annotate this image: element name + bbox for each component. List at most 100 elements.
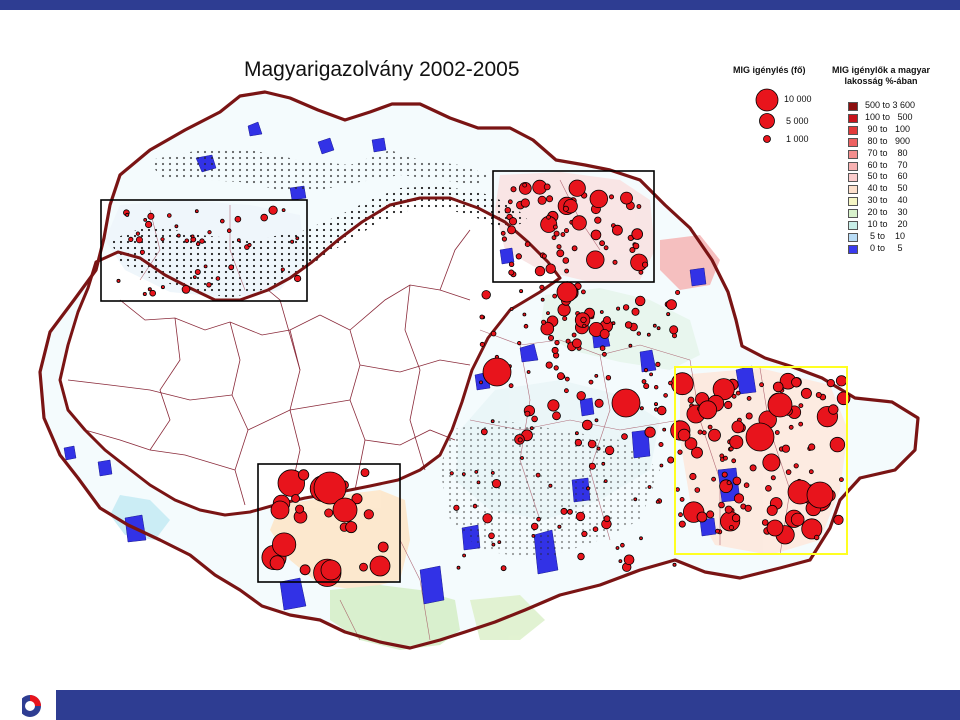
settlement-symbol: [531, 534, 536, 538]
settlement-symbol: [596, 446, 601, 451]
settlement-symbol: [215, 276, 221, 281]
settlement-symbol: [547, 399, 560, 412]
settlement-symbol: [577, 552, 585, 561]
settlement-symbol: [829, 436, 846, 453]
settlement-symbol: [320, 559, 342, 581]
settlement-symbol: [536, 516, 541, 522]
settlement-symbol: [562, 315, 568, 321]
settlement-symbol: [701, 430, 707, 436]
settlement-symbol: [744, 504, 752, 512]
settlement-symbol: [603, 479, 608, 484]
legend-class-swatch: [848, 185, 858, 195]
settlement-symbol: [541, 319, 547, 325]
settlement-symbol: [636, 204, 642, 209]
outer-border: [38, 90, 920, 650]
settlement-symbol: [746, 395, 752, 401]
settlement-symbol: [184, 238, 190, 244]
settlement-symbol: [562, 205, 569, 212]
settlement-symbol: [798, 421, 804, 427]
settlement-symbol: [581, 419, 593, 431]
settlement-symbol: [580, 316, 587, 324]
settlement-symbol: [149, 289, 157, 297]
settlement-symbol: [743, 482, 750, 489]
settlement-symbol: [791, 377, 802, 388]
settlement-symbol: [195, 241, 201, 247]
settlement-symbol: [721, 471, 728, 478]
legend-class-swatch: [848, 232, 858, 242]
settlement-symbol: [594, 373, 599, 378]
settlement-symbol: [553, 365, 559, 371]
settlement-symbol: [135, 231, 140, 236]
settlement-symbol: [571, 332, 577, 338]
settlement-symbol: [611, 388, 641, 418]
settlement-symbol: [236, 238, 241, 243]
settlement-symbol: [508, 269, 515, 276]
settlement-symbol: [706, 510, 715, 519]
legend-class-label: 5 to 10: [865, 230, 906, 241]
settlement-symbol: [711, 476, 716, 482]
settlement-symbol: [655, 499, 660, 504]
settlement-symbol: [602, 351, 607, 357]
settlement-symbol: [647, 485, 652, 489]
settlement-symbol: [479, 380, 483, 385]
settlement-symbol: [668, 380, 673, 386]
settlement-symbol: [621, 433, 628, 440]
settlement-symbol: [324, 508, 334, 518]
settlement-symbol: [564, 388, 569, 394]
settlement-symbol: [280, 267, 285, 272]
settlement-symbol: [612, 224, 623, 236]
settlement-symbol: [546, 195, 554, 203]
settlement-symbol: [571, 245, 578, 252]
settlement-symbol: [836, 391, 851, 406]
settlement-symbol: [622, 304, 630, 311]
settlement-symbol: [551, 346, 559, 354]
settlement-symbol: [631, 228, 643, 240]
settlement-symbol: [565, 338, 571, 344]
legend-class-title-line2: lakosság %-ában: [844, 76, 918, 86]
settlement-symbol: [632, 242, 640, 250]
settlement-symbol: [491, 478, 502, 489]
settlement-symbol: [524, 410, 531, 417]
settlement-symbol: [482, 357, 512, 387]
settlement-symbol: [351, 493, 363, 505]
inner-border: [58, 196, 562, 517]
settlement-symbol: [520, 456, 524, 460]
settlement-symbol: [271, 532, 297, 557]
settlement-symbol: [557, 303, 571, 317]
settlement-symbol: [826, 378, 835, 388]
map-title: Magyarigazolvány 2002-2005: [244, 58, 520, 81]
settlement-symbol: [564, 376, 570, 382]
settlement-symbol: [507, 199, 513, 205]
settlement-symbol: [806, 481, 834, 509]
settlement-symbol: [633, 497, 638, 502]
settlement-symbol: [684, 437, 698, 450]
settlement-symbol: [543, 183, 551, 191]
settlement-symbol: [281, 208, 286, 213]
settlement-symbol: [798, 403, 804, 409]
settlement-symbol: [594, 216, 602, 224]
settlement-symbol: [540, 321, 555, 336]
settlement-symbol: [556, 281, 578, 303]
settlement-symbol: [125, 212, 130, 217]
settlement-symbol: [657, 405, 667, 416]
settlement-symbol: [605, 375, 612, 381]
settlement-symbol: [575, 431, 579, 436]
settlement-symbol: [612, 259, 618, 265]
settlement-symbol: [181, 285, 191, 294]
settlement-symbol: [654, 402, 659, 407]
settlement-symbol: [715, 528, 720, 534]
settlement-symbol: [293, 274, 302, 283]
settlement-symbol: [377, 541, 389, 553]
settlement-symbol: [687, 396, 695, 404]
map-canvas: [38, 88, 920, 650]
settlement-symbol: [694, 487, 701, 493]
settlement-symbol: [564, 228, 570, 234]
legend-class-label: 500 to 3 600: [865, 100, 916, 110]
settlement-symbol: [669, 325, 679, 335]
settlement-symbol: [815, 391, 822, 398]
settlement-symbol: [116, 278, 121, 283]
settlement-symbol: [481, 290, 491, 300]
settlement-symbol: [167, 213, 172, 218]
settlement-symbol: [546, 214, 551, 220]
settlement-symbol: [226, 228, 232, 234]
